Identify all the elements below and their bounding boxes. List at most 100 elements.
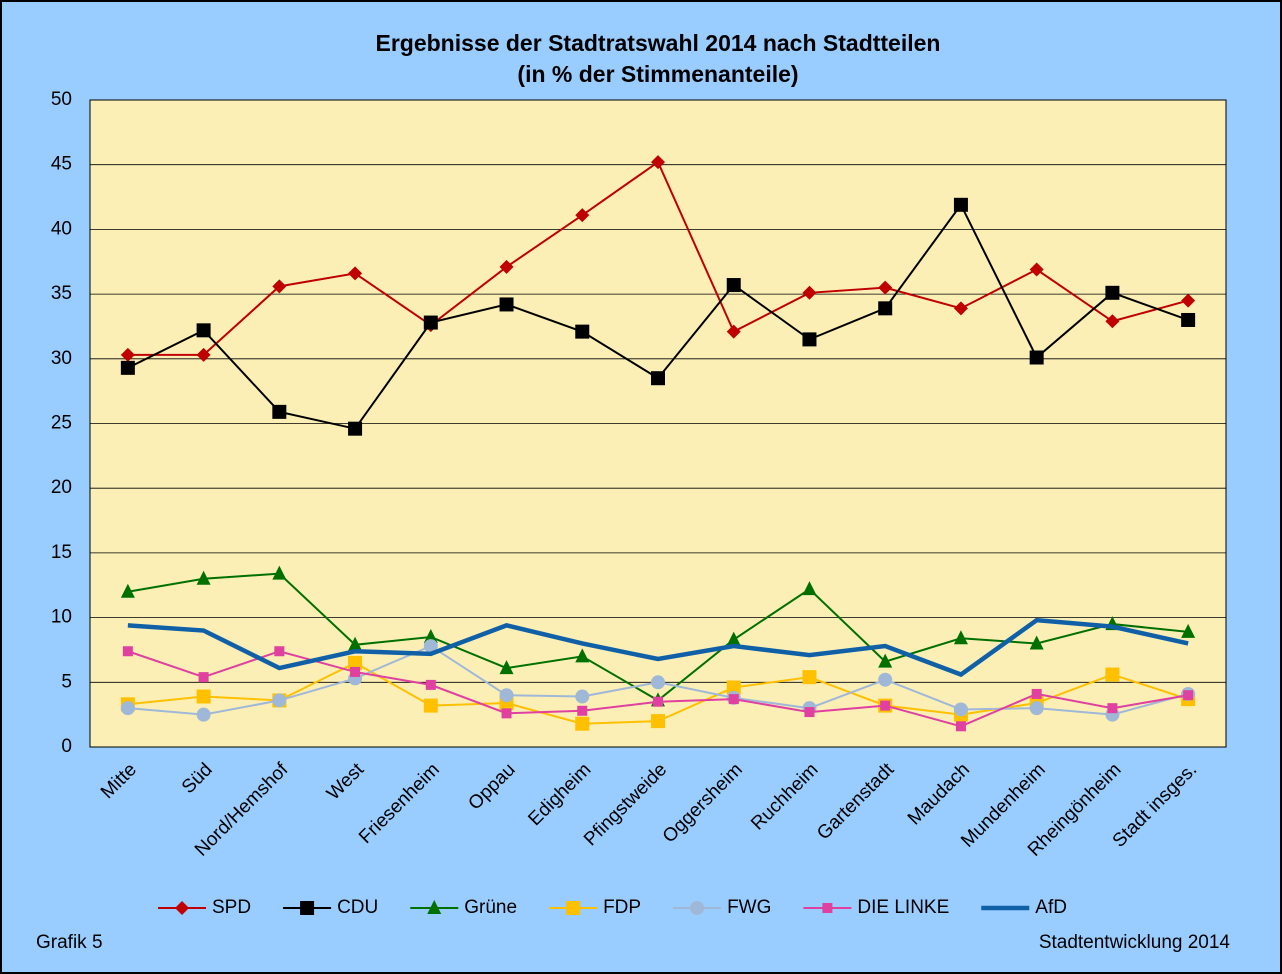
legend-item: CDU [283, 897, 378, 918]
y-tick-label: 35 [51, 283, 72, 304]
marker [802, 581, 817, 596]
marker [348, 636, 363, 651]
marker [822, 903, 833, 913]
series-line [127, 617, 1189, 678]
marker [348, 266, 363, 281]
marker [1105, 667, 1120, 682]
marker [878, 672, 893, 687]
legend-label: AfD [1035, 897, 1067, 918]
chart-subtitle: (in % der Stimmenanteile) [517, 61, 798, 87]
marker [651, 675, 665, 690]
marker [120, 583, 135, 598]
marker [802, 670, 817, 685]
marker [566, 901, 581, 915]
marker [726, 278, 741, 293]
note: Grafik 5 [36, 932, 103, 953]
marker [272, 279, 287, 294]
marker [348, 655, 363, 670]
marker [953, 630, 968, 645]
marker [955, 721, 966, 732]
marker [427, 900, 442, 914]
marker [348, 421, 363, 436]
y-tick-label: 15 [51, 542, 72, 563]
marker [1029, 262, 1044, 277]
legend-item: FDP [549, 897, 641, 918]
note: Stadtentwicklung 2014 [1039, 932, 1231, 953]
y-tick-label: 20 [51, 477, 72, 498]
marker [1181, 623, 1196, 638]
marker [1029, 701, 1044, 716]
marker [196, 689, 211, 704]
marker [1105, 314, 1120, 329]
legend-label: Grüne [464, 897, 517, 918]
marker [878, 280, 893, 295]
marker [274, 646, 285, 657]
legend-item: AfD [981, 897, 1067, 918]
marker [122, 646, 133, 657]
marker [802, 332, 817, 347]
marker [423, 629, 438, 644]
marker [423, 698, 438, 713]
marker [196, 347, 211, 362]
marker [120, 360, 135, 375]
marker [499, 660, 514, 675]
marker [1181, 312, 1196, 327]
marker [272, 693, 287, 708]
marker [953, 702, 968, 717]
marker [726, 631, 741, 646]
marker [1029, 635, 1044, 650]
marker [272, 565, 287, 580]
marker [499, 297, 514, 312]
marker [726, 680, 741, 695]
marker [953, 197, 968, 212]
marker [575, 689, 590, 704]
marker [272, 404, 287, 419]
y-tick-label: 10 [51, 607, 72, 628]
y-tick-label: 25 [51, 413, 72, 434]
marker [651, 714, 665, 729]
y-tick-label: 50 [51, 89, 72, 110]
marker [120, 347, 135, 362]
marker [577, 705, 588, 716]
marker [1181, 293, 1196, 308]
legend-label: SPD [212, 897, 251, 918]
marker [880, 700, 891, 711]
marker [651, 371, 665, 386]
marker [196, 707, 211, 722]
legend-label: DIE LINKE [857, 897, 949, 918]
marker [425, 679, 436, 690]
marker [1029, 350, 1044, 365]
marker [196, 323, 211, 338]
marker [120, 701, 135, 716]
marker [651, 155, 665, 170]
marker [499, 688, 514, 703]
legend-item: FWG [673, 897, 771, 918]
y-tick-label: 0 [61, 736, 72, 757]
legend-label: FDP [603, 897, 641, 918]
legend-item: DIE LINKE [803, 897, 949, 918]
marker [728, 694, 739, 705]
marker [575, 648, 590, 663]
marker [690, 901, 705, 915]
marker [653, 696, 663, 707]
marker [1031, 688, 1042, 699]
marker [350, 666, 361, 677]
marker [802, 285, 817, 300]
marker [501, 708, 512, 719]
marker [878, 653, 893, 668]
legend-label: FWG [727, 897, 771, 918]
marker [575, 716, 590, 731]
legend-item: SPD [158, 897, 251, 918]
y-tick-label: 5 [61, 671, 72, 692]
marker [1183, 690, 1194, 701]
marker [198, 672, 209, 683]
marker [499, 259, 514, 274]
marker [1107, 703, 1118, 714]
marker [423, 315, 438, 330]
y-tick-label: 45 [51, 154, 72, 175]
y-tick-label: 30 [51, 348, 72, 369]
marker [300, 901, 315, 915]
chart-title: Ergebnisse der Stadtratswahl 2014 nach S… [376, 30, 941, 56]
legend-item: Grüne [410, 897, 517, 918]
